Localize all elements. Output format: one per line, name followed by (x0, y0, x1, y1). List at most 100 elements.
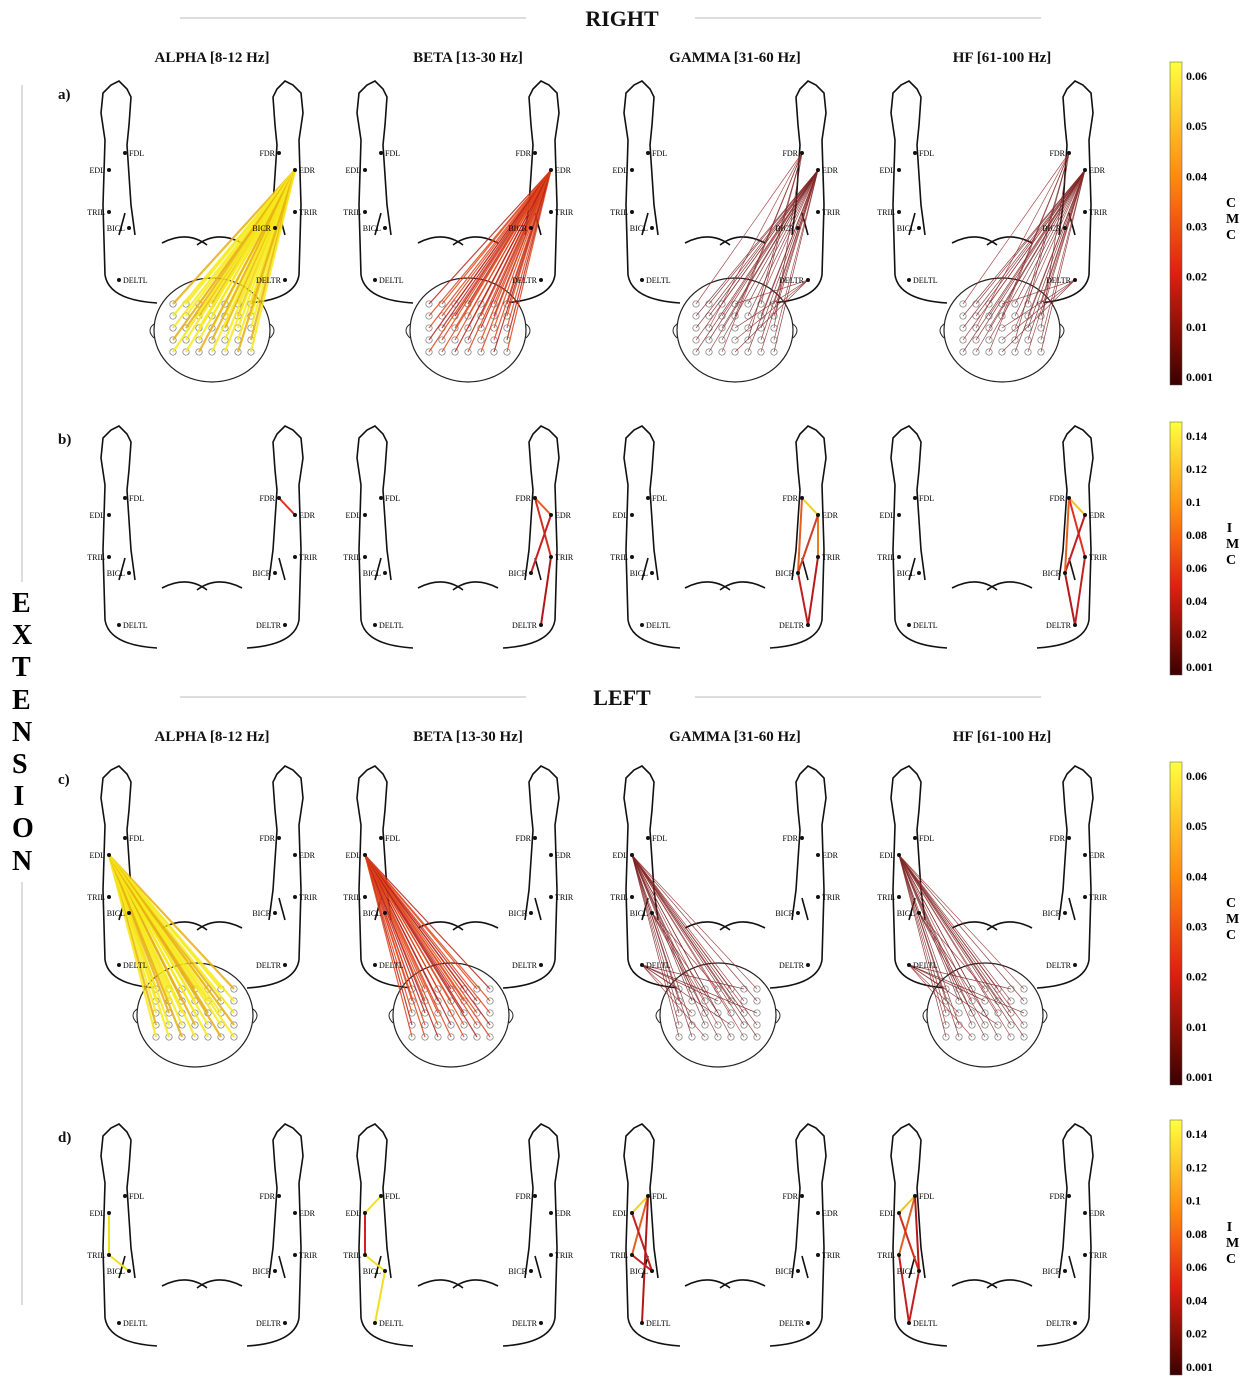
connection (198, 169, 296, 353)
connection (898, 854, 960, 1038)
colorbar-tick-label: 0.08 (1186, 1227, 1207, 1241)
connection (898, 854, 1025, 1002)
muscle-label: FDL (652, 494, 667, 503)
connection (988, 152, 1070, 353)
muscle-label: EDL (89, 166, 105, 175)
muscle-label: FDR (259, 494, 275, 503)
connection (1014, 152, 1070, 341)
connection (107, 854, 171, 1038)
colorbar-tick-label: 0.14 (1186, 429, 1207, 443)
arm (890, 1123, 998, 1347)
arm (452, 765, 560, 989)
muscle-point (1083, 1253, 1087, 1257)
muscle-point (383, 571, 387, 575)
connection (172, 169, 296, 341)
connection (467, 169, 552, 341)
muscle-label: TRIR (299, 893, 318, 902)
muscle-label: FDL (919, 149, 934, 158)
colorbar-tick-label: 0.1 (1186, 1194, 1201, 1208)
muscle-point (273, 571, 277, 575)
arm (623, 425, 731, 649)
connection (631, 854, 680, 1038)
connection (1001, 279, 1076, 341)
muscle-point (373, 1321, 377, 1325)
connection (898, 854, 1012, 1026)
colorbar-tick-label: 0.12 (1186, 462, 1207, 476)
muscle-label: TRIL (343, 893, 361, 902)
muscle-point (123, 151, 127, 155)
connection (108, 854, 196, 1038)
connection (441, 169, 552, 341)
muscle-point (806, 963, 810, 967)
muscle-point (123, 1194, 127, 1198)
muscle-label: EDL (89, 511, 105, 520)
muscle-point (1083, 210, 1087, 214)
muscle-label: DELTR (1046, 276, 1072, 285)
connection (797, 514, 819, 574)
muscle-point (806, 1321, 810, 1325)
connection (364, 854, 452, 1038)
muscle-label: TRIL (610, 893, 628, 902)
muscle-label: DELTL (646, 1319, 671, 1328)
muscle-label: FDL (652, 149, 667, 158)
connection (962, 169, 1086, 317)
connection (651, 912, 719, 1014)
muscle-point (796, 571, 800, 575)
muscle-label: DELTL (123, 1319, 148, 1328)
muscle-label: TRIR (822, 893, 841, 902)
colorbar-tick-label: 0.02 (1186, 1327, 1207, 1341)
muscle-point (277, 1194, 281, 1198)
connection (898, 854, 947, 1014)
muscle-point (293, 853, 297, 857)
muscle-point (293, 1211, 297, 1215)
connection (364, 854, 426, 1026)
muscle-point (917, 571, 921, 575)
muscle-point (363, 168, 367, 172)
connection (962, 152, 1070, 305)
muscle-point (549, 555, 553, 559)
muscle-point (1083, 895, 1087, 899)
muscle-label: DELTR (512, 276, 538, 285)
muscle-point (897, 1253, 901, 1257)
connection (1027, 152, 1070, 305)
muscle-label: EDL (345, 1209, 361, 1218)
muscle-point (539, 1321, 543, 1325)
muscle-point (293, 555, 297, 559)
muscle-label: EDR (555, 1209, 572, 1218)
connection (428, 169, 552, 341)
muscle-point (363, 1253, 367, 1257)
muscle-label: BICL (107, 909, 125, 918)
connection (454, 169, 552, 353)
connection (898, 854, 973, 1026)
connection (107, 854, 184, 1038)
muscle-label: DELTR (512, 1319, 538, 1328)
colorbar-tick-label: 0.12 (1186, 1160, 1207, 1174)
muscle-point (630, 1253, 634, 1257)
connection (898, 854, 1012, 1038)
muscle-label: DELTR (779, 276, 805, 285)
muscle-label: TRIR (1089, 1251, 1108, 1260)
muscle-label: TRIL (877, 553, 895, 562)
muscle-label: FDL (385, 834, 400, 843)
muscle-point (630, 895, 634, 899)
section-title: RIGHT (585, 6, 659, 31)
connection (898, 1195, 916, 1256)
connection (108, 854, 235, 1014)
connection (631, 854, 693, 1026)
muscle-point (907, 1321, 911, 1325)
colorbar-label: CMC (1226, 895, 1240, 943)
connection (108, 854, 209, 1038)
muscle-point (907, 278, 911, 282)
muscle-point (796, 226, 800, 230)
muscle-label: FDL (385, 1192, 400, 1201)
connection (898, 1195, 916, 1214)
connection (918, 912, 986, 1026)
connection (1014, 169, 1086, 353)
connection (1014, 169, 1086, 317)
connection (631, 1212, 653, 1272)
muscle-point (917, 226, 921, 230)
connection (641, 964, 732, 1026)
connection (695, 169, 819, 353)
muscle-label: FDR (515, 834, 531, 843)
